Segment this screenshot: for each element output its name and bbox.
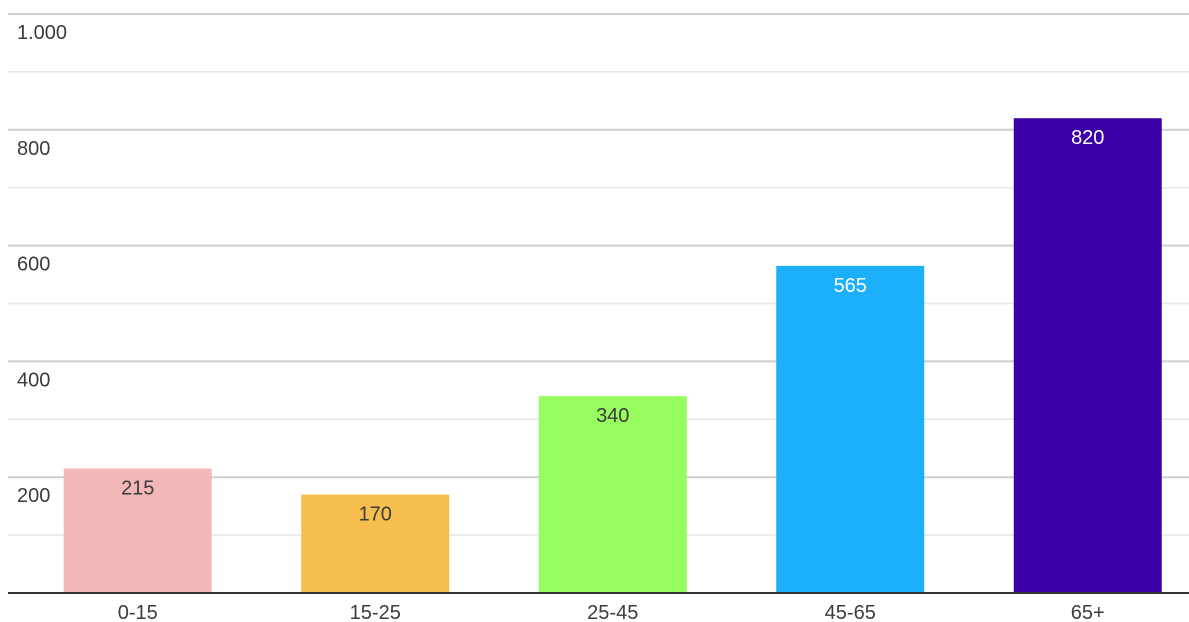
y-tick-label: 600 xyxy=(17,254,50,276)
x-tick-label: 15-25 xyxy=(350,602,401,622)
data-label-25-45: 340 xyxy=(596,405,629,427)
bar-45-65 xyxy=(776,265,925,593)
x-axis-ticks: 0-15 15-25 25-45 45-65 65+ xyxy=(118,602,1105,622)
bar-15-25 xyxy=(301,494,450,593)
y-tick-label: 800 xyxy=(17,138,50,160)
data-label-45-65: 565 xyxy=(834,275,867,297)
x-tick-label: 65+ xyxy=(1071,602,1105,622)
y-axis-ticks: 200 400 600 800 1.000 xyxy=(17,22,67,507)
data-label-15-25: 170 xyxy=(359,504,392,526)
x-tick-label: 0-15 xyxy=(118,602,158,622)
bar-65+ xyxy=(1013,118,1162,593)
x-tick-label: 45-65 xyxy=(825,602,876,622)
data-label-0-15: 215 xyxy=(121,478,154,500)
x-tick-label: 25-45 xyxy=(587,602,638,622)
y-tick-label: 1.000 xyxy=(17,22,67,44)
data-labels: 215 170 340 565 820 xyxy=(121,127,1104,525)
bar-25-45 xyxy=(538,396,687,593)
bar-0-15 xyxy=(63,468,212,593)
data-label-65+: 820 xyxy=(1071,127,1104,149)
bars xyxy=(63,118,1162,593)
y-tick-label: 200 xyxy=(17,485,50,507)
y-tick-label: 400 xyxy=(17,369,50,391)
